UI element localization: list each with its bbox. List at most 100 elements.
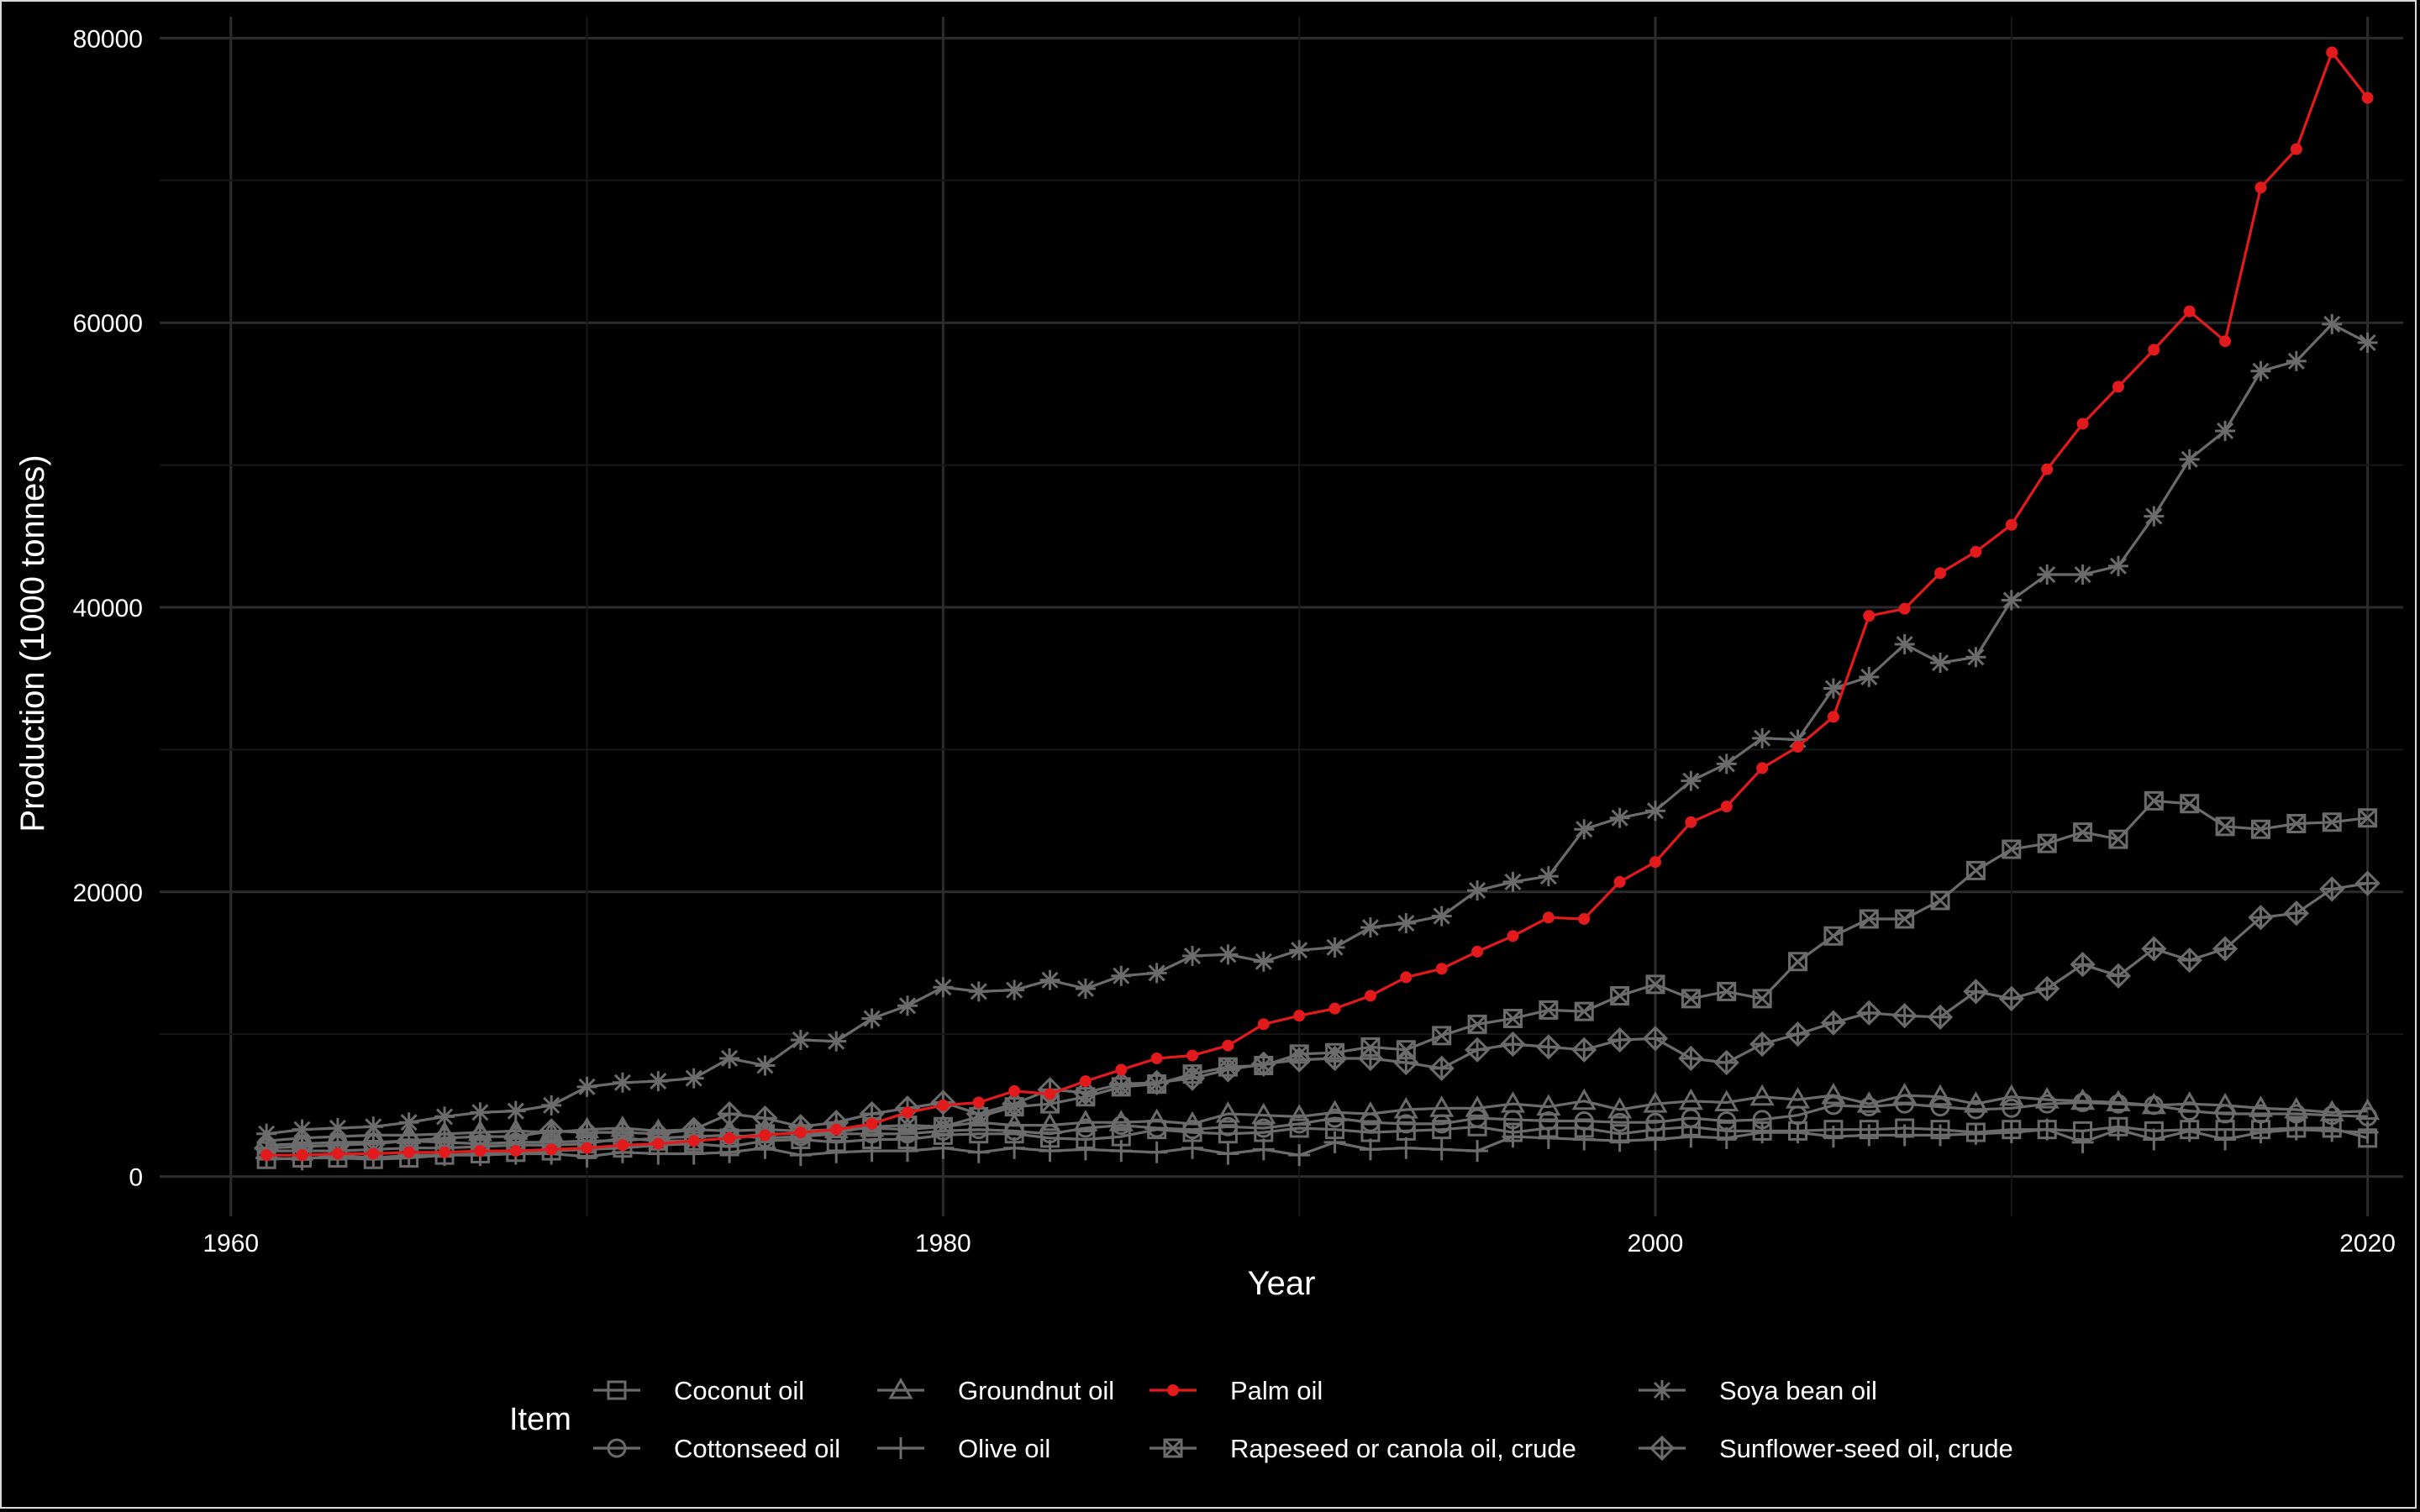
data-point [2178,1120,2201,1142]
legend-item: Cottonseed oil [593,1434,840,1463]
data-point [260,1149,273,1162]
data-point [2180,794,2200,814]
data-point [1642,1026,1669,1052]
legend-key-marker [1652,1380,1672,1400]
data-point [2143,1128,2165,1151]
data-point [1609,807,1630,828]
data-point [825,1141,848,1163]
data-point [1393,1096,1418,1119]
data-point [1608,1130,1631,1152]
data-point [1428,1055,1455,1081]
legend-label: Olive oil [958,1434,1050,1463]
data-point [1859,666,1880,687]
data-point [1146,963,1167,984]
data-point [1713,1049,1739,1076]
data-point [1573,1128,1596,1151]
data-point [2105,963,2132,989]
data-point [2034,1087,2060,1109]
data-point [1467,1014,1487,1034]
data-point [1002,1112,1027,1135]
data-point [2179,449,2200,470]
series-line [266,1100,2368,1147]
data-point [1110,1140,1133,1163]
data-point [2112,381,2124,393]
data-point [1752,727,1773,748]
legend-key-marker [607,1380,627,1400]
data-point [933,977,954,998]
series-palm-oil [260,46,2374,1162]
data-point [1358,1101,1383,1123]
data-point [2284,1096,2309,1119]
legend-label: Palm oil [1230,1376,1323,1405]
data-point [2248,905,2274,931]
data-point [1539,1000,1559,1020]
data-point [1288,1144,1311,1167]
data-point [1502,1009,1523,1029]
data-point [897,1140,918,1163]
data-point [1678,1088,1703,1110]
data-point [2071,1131,2094,1153]
data-point [1289,940,1310,961]
data-point [1963,1091,1989,1113]
data-point [1786,1121,1809,1144]
data-point [2283,900,2309,927]
data-point [2357,332,2378,353]
legend-key-marker [1167,1384,1179,1396]
data-point [1286,1047,1313,1073]
legend: Item Coconut oil Cottonseed oil Groundnut … [509,1376,2013,1463]
data-point [2356,1121,2379,1144]
data-point [2107,555,2128,576]
data-point [2001,590,2022,611]
data-point [1323,1131,1346,1153]
data-point [1144,1108,1170,1131]
data-point [1898,602,1911,615]
data-point [2214,1128,2237,1151]
data-point [1393,1049,1419,1076]
data-point [1179,1065,1206,1091]
data-point [1927,1004,1954,1030]
legend-item: Olive oil [877,1434,1050,1463]
legend-item: Groundnut oil [877,1376,1114,1405]
data-point [933,1116,953,1137]
data-point [1649,856,1661,869]
data-point [1360,917,1381,938]
data-point [2215,420,2236,441]
data-point [1856,1091,1881,1113]
data-point [1785,1087,1811,1109]
data-point [2107,1118,2129,1141]
data-point [2144,790,2164,811]
data-point [1538,866,1559,887]
data-point [1791,740,1804,753]
data-point [1578,912,1591,925]
y-tick-label: 40000 [73,595,143,622]
data-point [1431,906,1452,927]
y-tick-label: 0 [129,1164,143,1192]
data-point [2070,1088,2096,1110]
data-point [1108,1071,1134,1097]
legend-item: Rapeseed or canola oil, crude [1150,1434,1576,1463]
data-point [1359,1138,1381,1161]
data-point [576,1076,597,1097]
data-point [1250,1051,1276,1077]
data-point [1396,913,1417,934]
data-point [2073,822,2093,843]
data-point [1965,860,1986,880]
legend-item: Coconut oil [593,1376,804,1405]
data-point [648,1071,669,1092]
data-point [1892,1082,1918,1105]
data-point [1752,989,1772,1009]
data-point [2034,975,2060,1002]
data-point [367,1147,380,1160]
legend-title: Item [509,1402,571,1437]
data-point [1823,1095,1844,1116]
data-point [1607,1026,1633,1053]
data-point [1751,1121,1774,1144]
data-point [2177,1091,2202,1113]
data-point [1998,985,2024,1011]
data-point [2072,564,2093,585]
data-point [830,1123,843,1136]
data-point [363,1116,384,1137]
data-point [1429,1095,1455,1117]
data-point [1218,1116,1238,1137]
data-point [1928,1084,1953,1106]
